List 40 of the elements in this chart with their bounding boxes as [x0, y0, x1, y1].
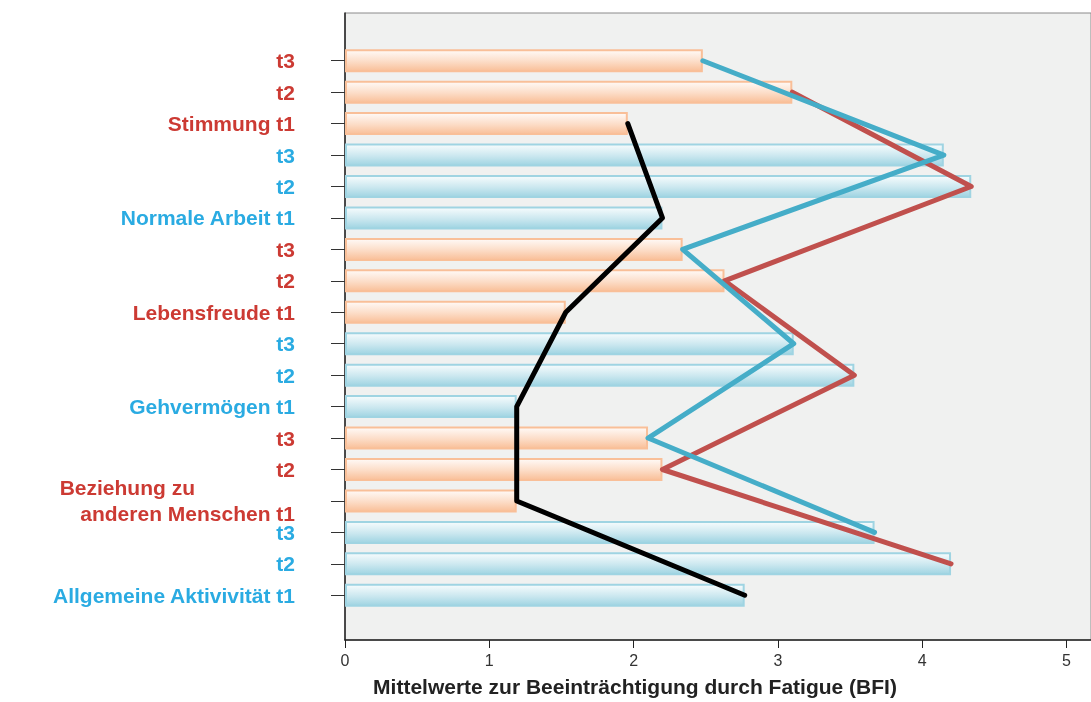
bar	[345, 206, 663, 230]
bar	[345, 520, 875, 544]
bar	[345, 395, 517, 419]
bar	[345, 552, 952, 576]
bar	[345, 458, 663, 481]
y-tick-label: t3	[276, 49, 295, 73]
bar	[345, 363, 855, 387]
x-axis-title: Mittelwerte zur Beeinträchtigung durch Fatigue (BFI)	[373, 675, 897, 698]
bar	[345, 112, 628, 136]
x-tick-label: 3	[773, 651, 783, 669]
y-tick-label: t3	[276, 143, 295, 167]
y-tick-label: t2	[276, 80, 295, 104]
x-tick-label: 5	[1062, 651, 1072, 669]
y-tick-label: Gehvermögen t1	[129, 395, 296, 419]
y-tick-label: t3	[276, 237, 295, 261]
bar	[345, 332, 794, 356]
y-tick-label: Allgemeine Aktivivität t1	[53, 583, 296, 607]
bar	[345, 143, 944, 167]
y-tick-label: Normale Arbeit t1	[120, 206, 296, 230]
x-tick-label: 0	[340, 651, 350, 669]
y-tick-label: t2	[276, 552, 295, 576]
x-tick-label: 1	[484, 651, 494, 669]
bar	[345, 175, 972, 198]
bar	[345, 80, 793, 104]
y-tick-label: t2	[276, 363, 295, 387]
bar	[345, 300, 566, 324]
y-tick-label: t3	[276, 426, 295, 450]
bar	[345, 583, 745, 607]
y-tick-label: t3	[276, 332, 295, 356]
bar	[345, 49, 703, 73]
bar	[345, 426, 649, 450]
x-tick-label: 4	[917, 651, 927, 669]
bar	[345, 269, 725, 293]
y-tick-label: t2	[276, 269, 295, 293]
x-tick-label: 2	[629, 651, 639, 669]
bar	[345, 237, 683, 261]
y-tick-label: Stimmung t1	[167, 112, 296, 136]
bar	[345, 489, 517, 513]
y-tick-label: t2	[276, 175, 295, 198]
y-tick-label: Lebensfreude t1	[132, 300, 296, 324]
